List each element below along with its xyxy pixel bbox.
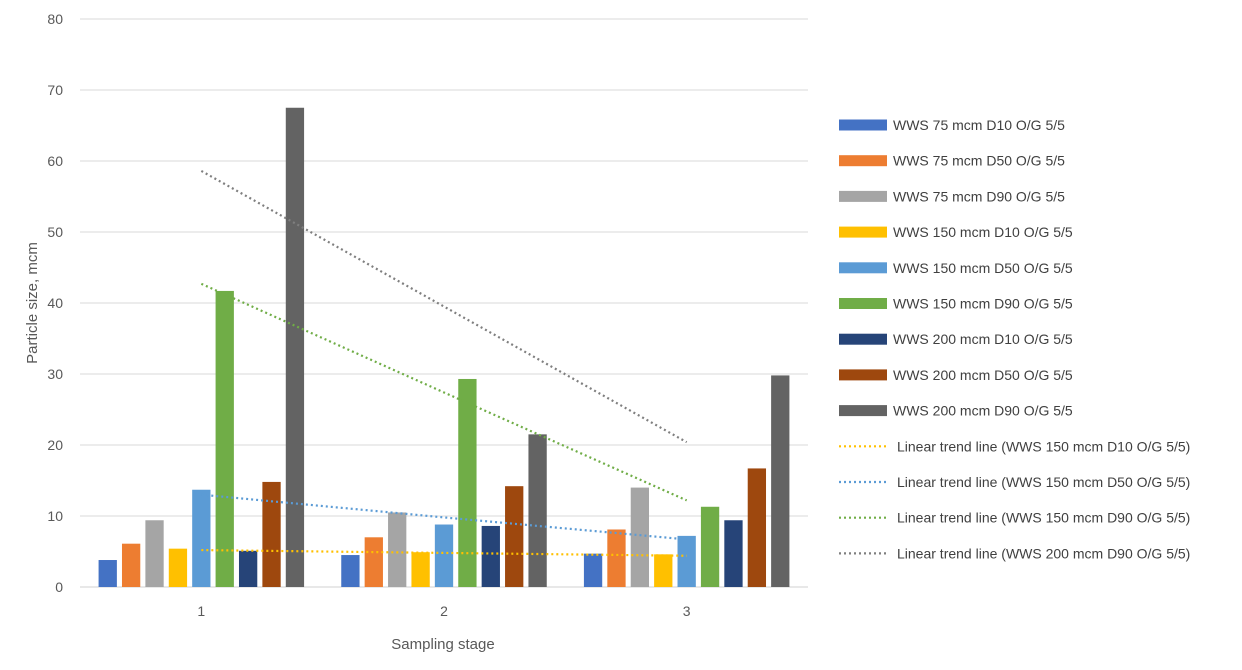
x-tick-label: 1 xyxy=(197,603,205,619)
trend-line xyxy=(201,493,687,541)
y-tick-label: 70 xyxy=(47,82,63,98)
legend-swatch xyxy=(839,155,887,167)
x-tick-label: 2 xyxy=(440,603,448,619)
legend-label: WWS 150 mcm D50 O/G 5/5 xyxy=(893,260,1073,276)
bar xyxy=(747,468,767,587)
bar xyxy=(771,375,790,587)
bars xyxy=(98,107,790,587)
legend-swatch xyxy=(839,333,887,345)
legend-label: WWS 75 mcm D50 O/G 5/5 xyxy=(893,153,1065,169)
bar xyxy=(192,489,211,587)
bar xyxy=(145,520,164,587)
y-tick-label: 60 xyxy=(47,153,63,169)
bar xyxy=(630,487,650,587)
legend-label: Linear trend line (WWS 150 mcm D10 O/G 5… xyxy=(897,438,1190,454)
legend-swatch xyxy=(839,405,887,417)
bar xyxy=(411,552,430,587)
trend-lines xyxy=(200,169,688,557)
bar xyxy=(505,486,524,587)
legend-label: WWS 200 mcm D50 O/G 5/5 xyxy=(893,367,1073,383)
legend-label: WWS 150 mcm D10 O/G 5/5 xyxy=(893,224,1073,240)
legend-label: Linear trend line (WWS 150 mcm D50 O/G 5… xyxy=(897,474,1190,490)
legend-label: Linear trend line (WWS 150 mcm D90 O/G 5… xyxy=(897,510,1190,526)
legend-label: WWS 150 mcm D90 O/G 5/5 xyxy=(893,296,1073,312)
legend-label: WWS 200 mcm D10 O/G 5/5 xyxy=(893,331,1073,347)
trend-line xyxy=(200,282,688,502)
bar xyxy=(364,537,383,587)
y-tick-label: 30 xyxy=(47,366,63,382)
bar xyxy=(262,481,281,587)
legend-swatch xyxy=(839,298,887,309)
bar xyxy=(677,535,696,587)
legend-label: Linear trend line (WWS 200 mcm D90 O/G 5… xyxy=(897,545,1190,561)
y-tick-label: 40 xyxy=(47,295,63,311)
bar xyxy=(654,554,673,587)
bar xyxy=(700,506,720,587)
legend-label: WWS 75 mcm D90 O/G 5/5 xyxy=(893,188,1065,204)
bar xyxy=(121,543,141,587)
bar xyxy=(724,520,743,587)
bar xyxy=(528,434,547,587)
x-axis-ticks: 1 2 3 xyxy=(197,603,690,619)
legend-swatch xyxy=(839,226,887,238)
y-tick-label: 80 xyxy=(47,11,63,27)
bar xyxy=(481,525,500,587)
legend-swatch xyxy=(839,262,887,274)
bar xyxy=(583,553,603,587)
x-axis-title: Sampling stage xyxy=(391,636,494,653)
bar xyxy=(388,512,407,587)
legend-swatch xyxy=(839,119,887,131)
y-axis-title: Particle size, mcm xyxy=(24,242,41,364)
bar xyxy=(98,560,117,587)
y-tick-label: 0 xyxy=(55,579,63,595)
bar xyxy=(607,529,626,587)
legend-swatch xyxy=(839,369,887,381)
legend: WWS 75 mcm D10 O/G 5/5 WWS 75 mcm D50 O/G… xyxy=(839,117,1190,561)
bar xyxy=(341,555,360,587)
bar xyxy=(434,524,454,587)
y-tick-label: 10 xyxy=(47,508,63,524)
y-tick-label: 20 xyxy=(47,437,63,453)
bar xyxy=(458,378,477,587)
legend-label: WWS 200 mcm D90 O/G 5/5 xyxy=(893,403,1073,419)
x-tick-label: 3 xyxy=(683,603,691,619)
bar xyxy=(215,290,234,587)
legend-label: WWS 75 mcm D10 O/G 5/5 xyxy=(893,117,1065,133)
gridlines xyxy=(80,18,808,588)
bar xyxy=(168,548,188,587)
bar xyxy=(285,107,305,587)
y-tick-label: 50 xyxy=(47,224,63,240)
y-axis-ticks: 0 10 20 30 40 50 60 70 80 xyxy=(47,11,63,595)
bar xyxy=(238,550,258,587)
trend-line xyxy=(200,169,688,444)
trend-line xyxy=(201,548,687,557)
legend-swatch xyxy=(839,190,887,202)
